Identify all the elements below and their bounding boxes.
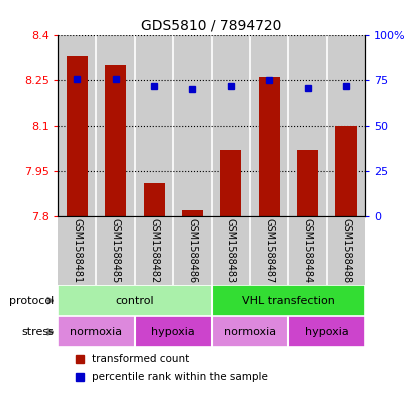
Bar [250,216,288,285]
Bar [288,35,327,216]
FancyBboxPatch shape [212,316,288,347]
Text: GSM1588481: GSM1588481 [72,218,82,283]
Bar [212,216,250,285]
Bar [135,35,173,216]
Bar [335,125,356,216]
Bar [58,216,96,285]
Bar [135,216,173,285]
Text: normoxia: normoxia [224,327,276,337]
Bar [96,216,135,285]
Bar [144,183,165,216]
Bar [173,35,212,216]
Bar [259,77,280,216]
Text: GSM1588485: GSM1588485 [111,218,121,283]
Bar [220,150,242,216]
Bar [182,210,203,216]
Text: GSM1588487: GSM1588487 [264,218,274,283]
Title: GDS5810 / 7894720: GDS5810 / 7894720 [142,19,282,33]
Text: GSM1588482: GSM1588482 [149,218,159,283]
Text: GSM1588488: GSM1588488 [341,218,351,283]
Text: GSM1588484: GSM1588484 [303,218,312,283]
Text: hypoxia: hypoxia [151,327,195,337]
Bar [327,216,365,285]
Bar [297,150,318,216]
Text: transformed count: transformed count [92,354,189,364]
Bar [67,57,88,216]
Text: VHL transfection: VHL transfection [242,296,335,306]
Bar [327,35,365,216]
Text: stress: stress [21,327,54,337]
FancyBboxPatch shape [135,316,212,347]
FancyBboxPatch shape [212,285,365,316]
Bar [105,65,126,216]
Bar [250,35,288,216]
Text: hypoxia: hypoxia [305,327,349,337]
Bar [96,35,135,216]
Text: GSM1588483: GSM1588483 [226,218,236,283]
Bar [58,35,96,216]
Text: normoxia: normoxia [71,327,122,337]
Bar [212,35,250,216]
FancyBboxPatch shape [58,316,135,347]
Text: GSM1588486: GSM1588486 [188,218,198,283]
Text: percentile rank within the sample: percentile rank within the sample [92,373,268,382]
Bar [173,216,212,285]
FancyBboxPatch shape [288,316,365,347]
Text: control: control [115,296,154,306]
Text: protocol: protocol [9,296,54,306]
FancyBboxPatch shape [58,285,212,316]
Bar [288,216,327,285]
